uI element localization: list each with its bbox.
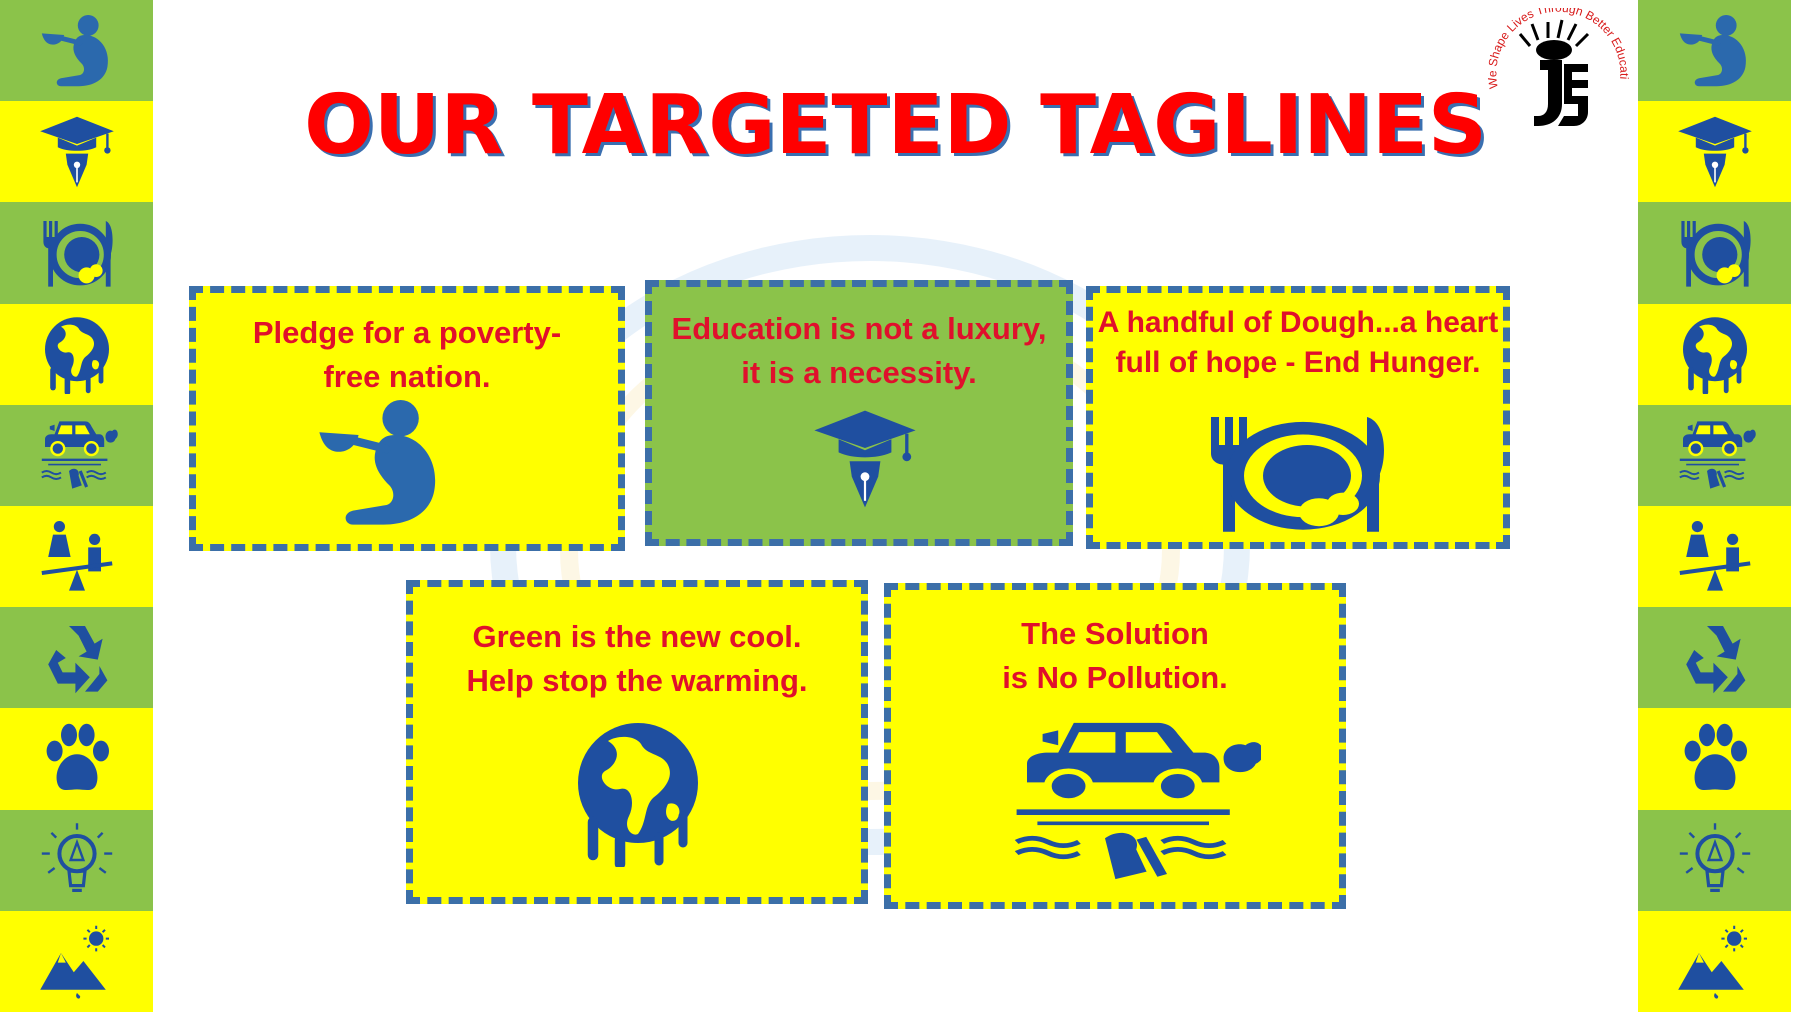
djs-logo: We Shape Lives Through Better Education <box>1478 8 1631 138</box>
plate-fork-knife-icon <box>1195 403 1395 543</box>
melting-globe-icon <box>1638 303 1791 405</box>
left-icon-strip <box>0 0 153 1012</box>
beggar-icon <box>0 0 153 102</box>
polluting-car-icon <box>1638 404 1791 507</box>
beggar-icon <box>306 393 456 533</box>
tagline-text: Pledge for a poverty- free nation. <box>252 315 562 394</box>
recycle-icon <box>0 607 153 709</box>
melting-globe-icon <box>0 303 153 405</box>
lightbulb-icon <box>1638 809 1791 911</box>
tagline-card-education: Education is not a luxury, it is a neces… <box>645 280 1073 546</box>
mountain-sun-icon <box>1638 910 1791 1012</box>
tagline-text: A handful of Dough...a heart full of hop… <box>1097 306 1499 379</box>
tagline-text: Education is not a luxury, it is a neces… <box>671 311 1047 390</box>
graduation-pen-icon <box>810 395 920 523</box>
tagline-card-poverty: Pledge for a poverty- free nation. <box>189 286 625 551</box>
plate-fork-knife-icon <box>1638 202 1791 304</box>
gender-equality-icon <box>0 506 153 608</box>
polluting-car-icon <box>1001 708 1261 894</box>
lightbulb-icon <box>0 809 153 911</box>
djs-sun-logo-icon <box>1520 20 1588 126</box>
paw-icon <box>0 708 153 810</box>
mountain-sun-icon <box>0 910 153 1012</box>
right-icon-strip <box>1638 0 1791 1012</box>
beggar-icon <box>1638 0 1791 102</box>
paw-icon <box>1638 708 1791 810</box>
recycle-icon <box>1638 607 1791 709</box>
tagline-text: Green is the new cool. Help stop the war… <box>466 619 808 698</box>
polluting-car-icon <box>0 404 153 507</box>
tagline-card-hunger: A handful of Dough...a heart full of hop… <box>1086 286 1510 549</box>
plate-fork-knife-icon <box>0 202 153 304</box>
tagline-card-warming: Green is the new cool. Help stop the war… <box>406 580 868 904</box>
page-title: OUR TARGETED TAGLINES <box>304 78 1487 173</box>
tagline-text: The Solution is No Pollution. <box>1002 616 1228 695</box>
tagline-card-pollution: The Solution is No Pollution. <box>884 583 1346 909</box>
graduation-pen-icon <box>1638 101 1791 203</box>
gender-equality-icon <box>1638 506 1791 608</box>
graduation-pen-icon <box>0 101 153 203</box>
melting-globe-icon <box>563 712 713 872</box>
